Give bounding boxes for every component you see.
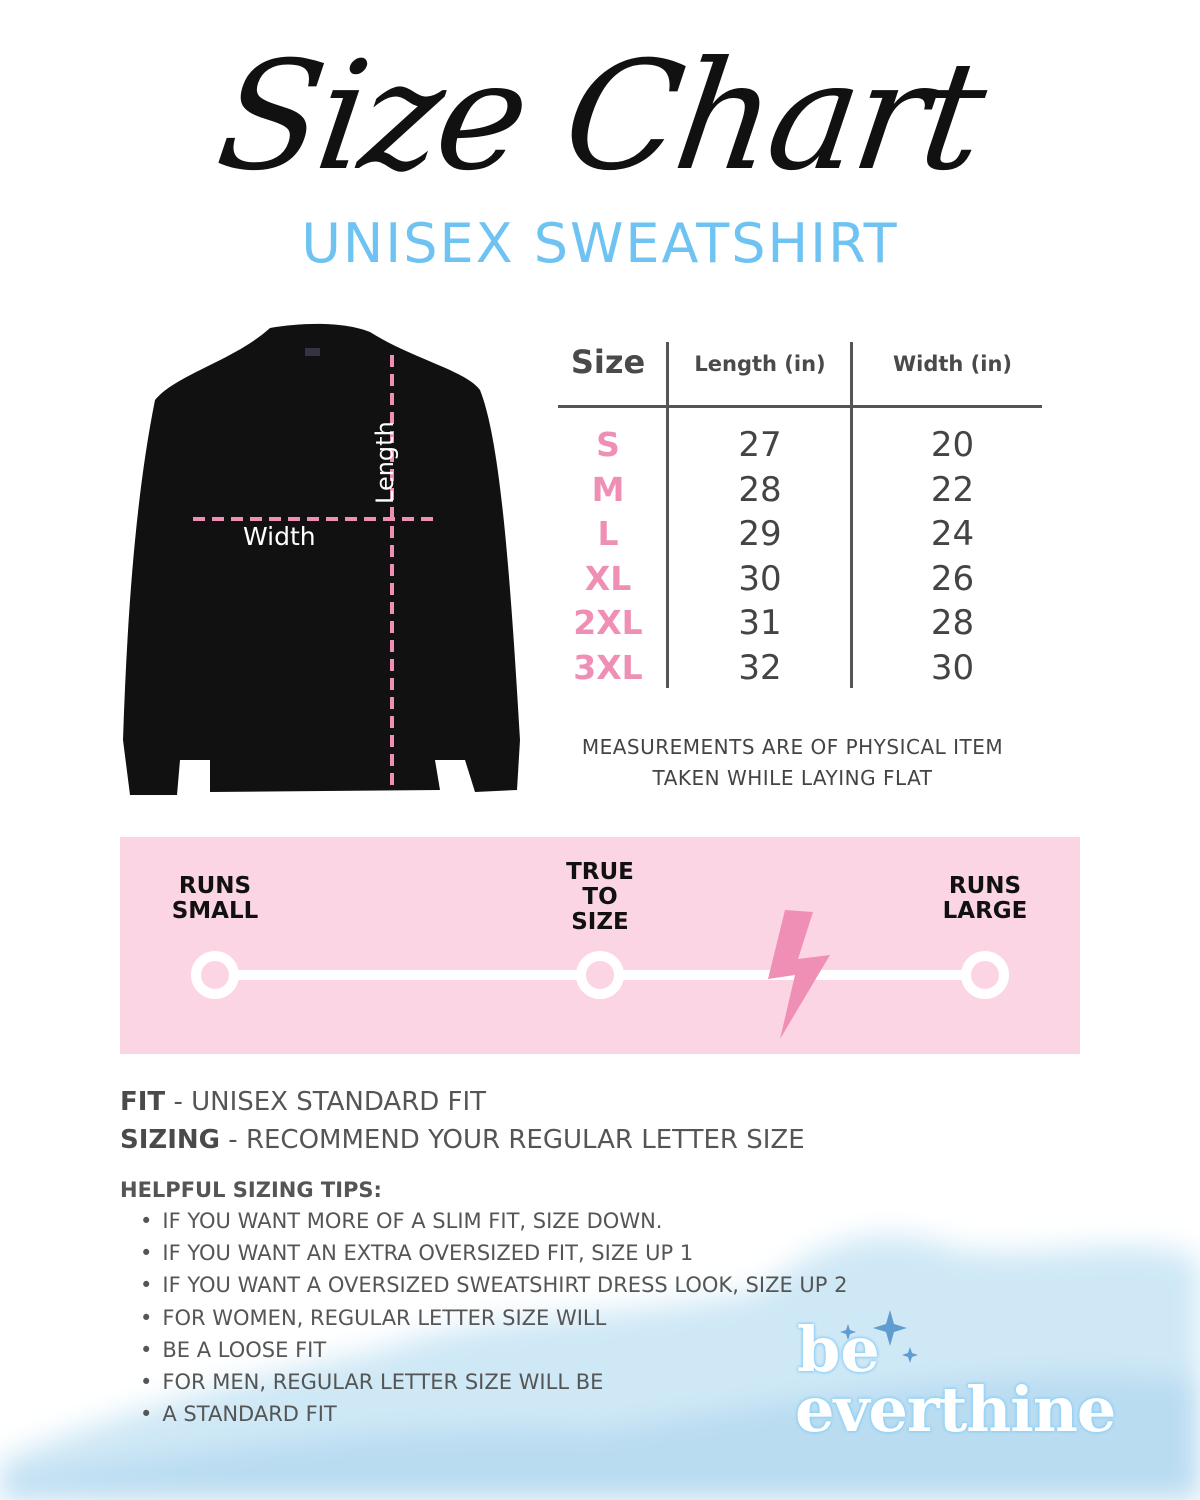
brand-logo: be everthine: [795, 1310, 1116, 1441]
tip-item: IF YOU WANT AN EXTRA OVERSIZED FIT, SIZE…: [140, 1241, 693, 1265]
product-subtitle: UNISEX SWEATSHIRT: [301, 212, 899, 275]
fit-scale-track: [191, 910, 1009, 1039]
length-label: Length: [371, 421, 399, 504]
cell-size: XL: [584, 558, 632, 598]
tip-item: IF YOU WANT MORE OF A SLIM FIT, SIZE DOW…: [140, 1209, 662, 1233]
fit-label-true-to-size: TRUE TO SIZE: [566, 859, 634, 935]
cell-width: 26: [930, 558, 975, 599]
cell-length: 27: [738, 425, 782, 465]
cell-size: 3XL: [573, 647, 643, 687]
scale-point-large: [961, 951, 1009, 999]
cell-length: 29: [738, 514, 782, 554]
tips-heading: HELPFUL SIZING TIPS:: [120, 1178, 382, 1202]
lightning-bolt-icon: [768, 910, 830, 1039]
scale-point-true: [576, 951, 624, 999]
sparkle-icon: [840, 1310, 918, 1363]
cell-length: 31: [738, 603, 782, 643]
fit-label-runs-large: RUNS LARGE: [942, 873, 1028, 924]
sweatshirt-diagram: Length Width: [115, 320, 535, 814]
sizing-info: SIZING - RECOMMEND YOUR REGULAR LETTER S…: [120, 1125, 805, 1155]
sweatshirt-image: [123, 323, 520, 795]
cell-width: 30: [930, 647, 975, 688]
column-divider: [666, 342, 669, 688]
tip-item: A STANDARD FIT: [140, 1402, 336, 1426]
measurement-note: MEASUREMENTS ARE OF PHYSICAL ITEM: [581, 735, 1004, 759]
cell-size: 2XL: [573, 603, 643, 642]
cell-width: 22: [930, 469, 975, 510]
scale-point-small: [191, 951, 239, 999]
cell-length: 30: [738, 558, 782, 599]
column-divider: [850, 342, 853, 688]
watercolor-background: [0, 1235, 1200, 1500]
cell-length: 32: [738, 647, 782, 688]
measurement-lines: [193, 355, 437, 790]
cell-size: S: [596, 425, 620, 464]
header-length: Length (in): [694, 352, 826, 376]
cell-length: 28: [738, 469, 782, 510]
fit-info: FIT - UNISEX STANDARD FIT: [120, 1087, 487, 1117]
cell-size: M: [591, 469, 625, 509]
cell-size: L: [597, 514, 619, 553]
tip-item: FOR WOMEN, REGULAR LETTER SIZE WILL: [140, 1306, 606, 1330]
width-label: Width: [243, 522, 316, 551]
fit-label-runs-small: RUNS SMALL: [171, 873, 259, 924]
cell-width: 20: [930, 425, 975, 465]
header-width: Width (in): [892, 352, 1013, 376]
measurement-note: TAKEN WHILE LAYING FLAT: [652, 766, 933, 790]
fit-scale: RUNS SMALL TRUE TO SIZE RUNS LARGE: [120, 837, 1080, 1054]
tip-item: IF YOU WANT A OVERSIZED SWEATSHIRT DRESS…: [140, 1273, 847, 1297]
cell-width: 24: [930, 514, 975, 554]
tip-item: BE A LOOSE FIT: [140, 1338, 326, 1362]
tip-item: FOR MEN, REGULAR LETTER SIZE WILL BE: [140, 1370, 603, 1394]
cell-width: 28: [930, 603, 975, 643]
header-divider: [558, 405, 1042, 408]
header-size: Size: [570, 343, 646, 381]
page-title: Size Chart: [208, 30, 992, 204]
